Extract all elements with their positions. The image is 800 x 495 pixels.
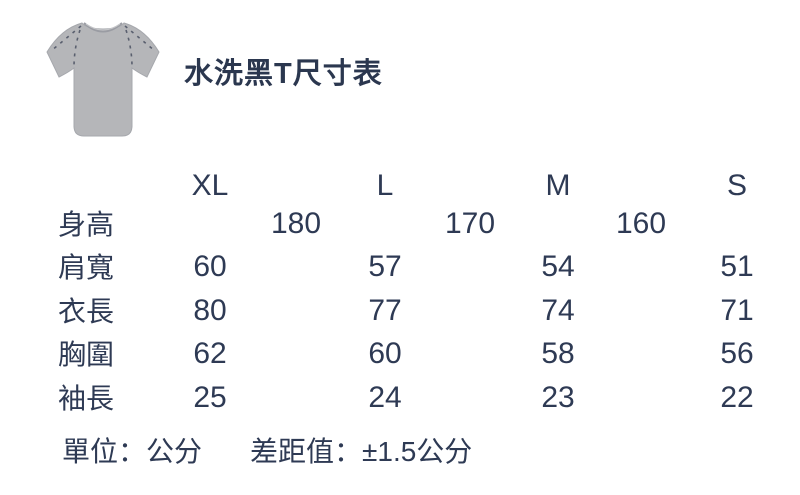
table-cell: 24 <box>368 381 402 414</box>
table-cell: 23 <box>541 381 575 414</box>
table-cell: 60 <box>193 250 227 283</box>
cell-height-180: 180 <box>270 207 322 240</box>
table-cell: 62 <box>193 337 227 370</box>
row-label-length: 衣長 <box>58 296 115 327</box>
row-label-height: 身高 <box>58 209 115 240</box>
cell-height-160: 160 <box>615 207 667 240</box>
unit-note: 單位：公分 <box>62 436 203 467</box>
table-cell: 80 <box>193 294 227 327</box>
table-cell: 74 <box>541 294 575 327</box>
tshirt-icon <box>38 13 168 141</box>
table-cell: 57 <box>368 250 402 283</box>
page-title: 水洗黑T尺寸表 <box>184 58 383 90</box>
size-header-s: S <box>726 169 748 202</box>
size-header-m: M <box>545 169 571 202</box>
table-cell: 60 <box>368 337 402 370</box>
tshirt-graphic <box>46 22 160 137</box>
table-cell: 22 <box>720 381 754 414</box>
table-cell: 25 <box>193 381 227 414</box>
row-label-sleeve: 袖長 <box>58 383 115 414</box>
table-cell: 77 <box>368 294 402 327</box>
tolerance-note: 差距值：±1.5公分 <box>250 436 473 467</box>
row-label-chest: 胸圍 <box>58 339 115 370</box>
size-header-xl: XL <box>191 169 229 202</box>
row-label-shoulder: 肩寬 <box>58 252 115 283</box>
table-cell: 56 <box>720 337 754 370</box>
cell-height-170: 170 <box>444 207 496 240</box>
table-cell: 71 <box>720 294 754 327</box>
size-header-l: L <box>376 169 394 202</box>
table-cell: 58 <box>541 337 575 370</box>
table-cell: 51 <box>720 250 754 283</box>
table-cell: 54 <box>541 250 575 283</box>
